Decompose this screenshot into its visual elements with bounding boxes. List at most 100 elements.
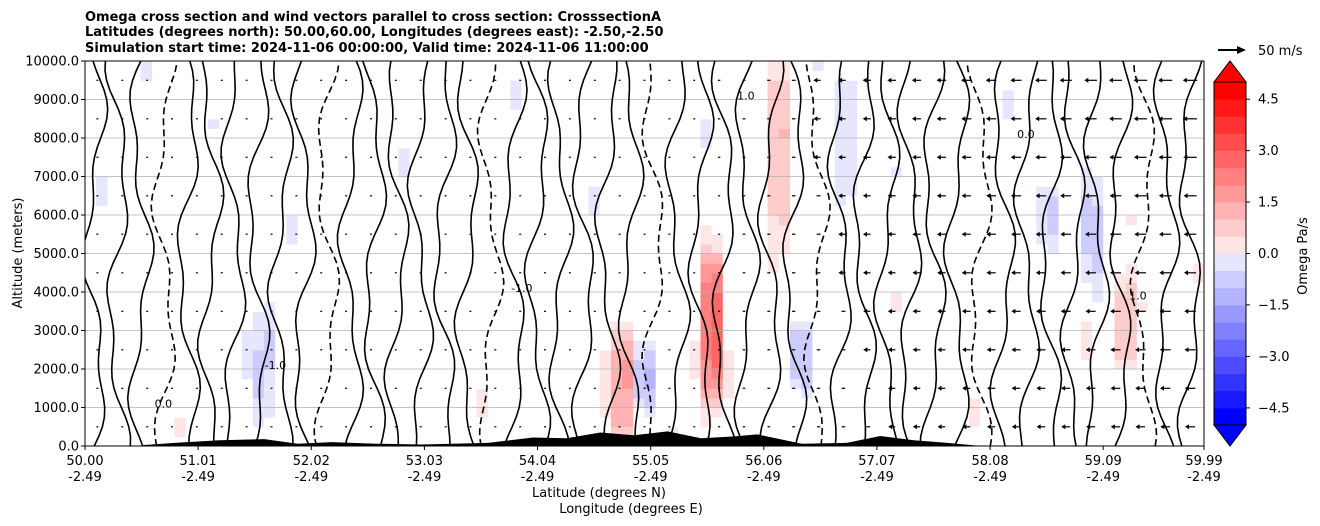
omega-cell	[331, 311, 343, 322]
omega-cell	[689, 109, 702, 120]
omega-cell	[409, 426, 422, 437]
omega-cell	[1103, 224, 1116, 235]
omega-cell	[935, 215, 948, 226]
omega-cell	[711, 340, 724, 351]
omega-cell	[633, 397, 646, 409]
wind-vector-head	[1184, 385, 1189, 391]
omega-cell	[756, 186, 769, 197]
omega-cell	[431, 61, 444, 72]
omega-cell	[331, 340, 343, 351]
omega-cell	[465, 128, 478, 139]
omega-cell	[364, 426, 377, 437]
omega-cell	[129, 186, 142, 197]
omega-cell	[118, 417, 131, 428]
omega-cell	[1114, 378, 1127, 389]
omega-cell	[1125, 166, 1138, 178]
omega-cell	[96, 234, 108, 245]
omega-cell	[320, 166, 332, 178]
omega-cell	[845, 349, 858, 360]
omega-cell	[734, 388, 746, 399]
omega-cell	[118, 311, 131, 322]
omega-cell	[320, 378, 332, 389]
omega-cell	[700, 224, 713, 235]
omega-cell	[1170, 426, 1183, 437]
omega-cell	[868, 157, 881, 168]
wind-vector-head	[1036, 347, 1041, 353]
omega-cell	[252, 195, 265, 206]
omega-cell	[566, 186, 578, 197]
omega-cell	[845, 243, 858, 255]
omega-cell	[476, 224, 489, 235]
contour-line	[196, 61, 225, 446]
omega-cell	[152, 349, 164, 360]
omega-cell	[901, 397, 914, 409]
omega-cell	[834, 128, 847, 139]
omega-cell	[409, 186, 422, 197]
omega-cell	[398, 128, 411, 139]
omega-cell	[1159, 109, 1171, 120]
omega-cell	[1025, 186, 1037, 197]
omega-cell	[969, 99, 981, 110]
omega-cell	[320, 397, 332, 409]
omega-cell	[152, 215, 164, 226]
x-tick-label-lon: -2.49	[860, 470, 894, 485]
x-tick-label-lat: 59.99	[1185, 454, 1222, 469]
omega-cell	[588, 99, 601, 110]
omega-cell	[745, 426, 757, 437]
omega-cell	[1125, 176, 1138, 187]
omega-cell	[801, 99, 813, 110]
omega-cell	[1181, 388, 1194, 399]
omega-cell	[756, 166, 769, 178]
wind-vector-head	[1061, 424, 1066, 430]
omega-cell	[879, 70, 892, 81]
omega-cell	[163, 282, 176, 293]
omega-cell	[342, 359, 355, 370]
contour-line	[523, 61, 552, 446]
omega-cell	[655, 99, 668, 110]
omega-cell	[163, 128, 176, 139]
omega-cell	[96, 426, 108, 437]
omega-cell	[230, 70, 243, 81]
omega-cell	[532, 349, 545, 360]
omega-cell	[85, 61, 97, 72]
omega-cell	[196, 253, 209, 264]
contour-line	[406, 61, 435, 446]
omega-cell	[264, 340, 276, 351]
omega-cell	[252, 272, 265, 283]
omega-cell	[711, 417, 724, 428]
omega-cell	[845, 320, 858, 332]
omega-cell	[924, 89, 936, 101]
omega-cell	[499, 243, 511, 255]
omega-cell	[1159, 70, 1171, 81]
wind-vector-head	[887, 116, 892, 122]
omega-cell	[969, 407, 981, 418]
omega-cell	[935, 128, 948, 139]
omega-cell	[521, 272, 534, 283]
omega-cell	[599, 138, 612, 149]
omega-cell	[879, 118, 892, 129]
omega-cell	[1114, 407, 1127, 418]
wind-vector-head	[1061, 385, 1066, 391]
omega-cell	[163, 224, 176, 235]
omega-cell	[1058, 89, 1071, 101]
y-tick-label: 0.0	[58, 440, 79, 455]
omega-cell	[320, 349, 332, 360]
omega-cell	[868, 176, 881, 187]
omega-cell	[845, 388, 858, 399]
omega-cell	[521, 243, 534, 255]
omega-cell	[834, 378, 847, 389]
x-tick-label-lon: -2.49	[181, 470, 215, 485]
omega-cell	[588, 186, 601, 197]
omega-cell	[801, 407, 813, 418]
omega-cell	[722, 166, 735, 178]
omega-cell	[778, 89, 791, 101]
omega-cell	[566, 109, 578, 120]
omega-cell	[364, 80, 377, 91]
omega-cell	[678, 176, 690, 187]
omega-cell	[890, 253, 903, 264]
omega-cell	[174, 89, 187, 101]
omega-cell	[879, 234, 892, 245]
omega-cell	[756, 61, 769, 72]
omega-cell	[610, 320, 623, 332]
omega-cell	[152, 109, 164, 120]
